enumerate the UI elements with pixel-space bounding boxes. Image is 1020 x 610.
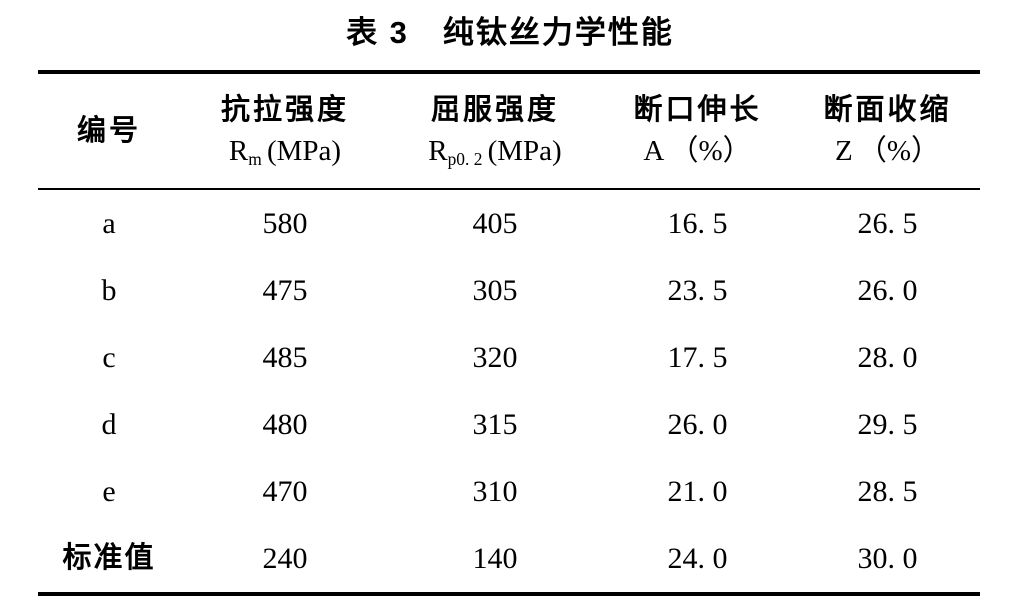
table-cell: 580	[262, 206, 308, 240]
table-cell: 470	[262, 474, 308, 508]
table-cell: 24. 0	[667, 541, 728, 575]
table-cell: 21. 0	[667, 474, 728, 508]
table-cell: 475	[262, 273, 308, 307]
col-header-yield-symbol: Rp0. 2 (MPa)	[428, 135, 562, 170]
col-header-elongation-zh: 断口伸长	[633, 94, 762, 126]
row-label-standard: 标准值	[62, 542, 156, 574]
col-header-reduction-of-area: 断面收缩 Z （%）	[795, 72, 980, 189]
col-header-tensile-symbol: Rm (MPa)	[228, 135, 342, 170]
table-cell: 30. 0	[857, 541, 918, 575]
col-header-yield-strength: 屈服强度 Rp0. 2 (MPa)	[390, 72, 600, 189]
table-row-e: e 470 310 21. 0 28. 5	[38, 458, 980, 525]
row-label: c	[102, 340, 116, 374]
table-cell: 26. 5	[857, 206, 918, 240]
table-cell: 16. 5	[667, 206, 728, 240]
data-table: 编号 抗拉强度 Rm (MPa) 屈服强度 Rp0. 2 (MPa)	[38, 70, 980, 596]
row-label: d	[101, 407, 117, 441]
col-header-elongation-symbol: A （%）	[643, 135, 752, 167]
row-label: e	[102, 474, 116, 508]
table-number: 表 3	[346, 15, 409, 50]
table-cell: 26. 0	[857, 273, 918, 307]
row-label: b	[101, 273, 117, 307]
table-cell: 240	[262, 541, 308, 575]
table-row-d: d 480 315 26. 0 29. 5	[38, 391, 980, 458]
col-header-reduction-zh: 断面收缩	[823, 94, 952, 126]
row-label: a	[102, 206, 116, 240]
table-row-standard-value: 标准值 240 140 24. 0 30. 0	[38, 525, 980, 594]
table-cell: 310	[472, 474, 518, 508]
col-header-tensile-strength: 抗拉强度 Rm (MPa)	[180, 72, 390, 189]
table-header: 编号 抗拉强度 Rm (MPa) 屈服强度 Rp0. 2 (MPa)	[38, 72, 980, 189]
col-header-id: 编号	[38, 72, 180, 189]
table-cell: 26. 0	[667, 407, 728, 441]
col-header-yield-zh: 屈服强度	[430, 94, 559, 126]
col-header-elongation: 断口伸长 A （%）	[600, 72, 795, 189]
table-cell: 485	[262, 340, 308, 374]
table-cell: 320	[472, 340, 518, 374]
table-cell: 315	[472, 407, 518, 441]
col-header-tensile-zh: 抗拉强度	[220, 94, 349, 126]
table-row-a: a 580 405 16. 5 26. 5	[38, 189, 980, 257]
table-title: 表 3 纯钛丝力学性能	[0, 7, 1020, 52]
table-cell: 305	[472, 273, 518, 307]
table-body: a 580 405 16. 5 26. 5 b 475 305 23. 5 26…	[38, 189, 980, 594]
table-cell: 28. 5	[857, 474, 918, 508]
table-cell: 17. 5	[667, 340, 728, 374]
col-header-reduction-symbol: Z （%）	[834, 135, 941, 167]
table-caption: 纯钛丝力学性能	[442, 15, 674, 50]
table-cell: 23. 5	[667, 273, 728, 307]
table-row-c: c 485 320 17. 5 28. 0	[38, 324, 980, 391]
table-cell: 480	[262, 407, 308, 441]
col-header-id-label: 编号	[76, 114, 141, 147]
table-cell: 405	[472, 206, 518, 240]
header-row: 编号 抗拉强度 Rm (MPa) 屈服强度 Rp0. 2 (MPa)	[38, 72, 980, 189]
table-row-b: b 475 305 23. 5 26. 0	[38, 257, 980, 324]
table-cell: 29. 5	[857, 407, 918, 441]
table-cell: 28. 0	[857, 340, 918, 374]
table-cell: 140	[472, 541, 518, 575]
